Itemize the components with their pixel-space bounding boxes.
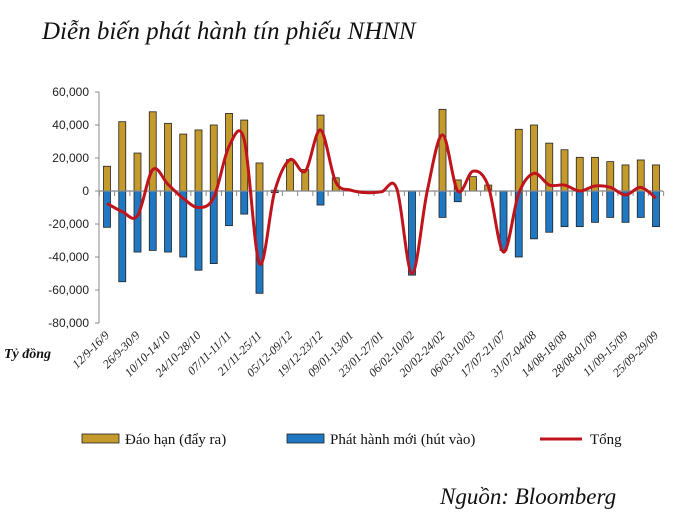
bar-maturity <box>209 124 218 192</box>
bar-new-issuance <box>591 190 599 223</box>
y-tick-label: 20,000 <box>52 151 89 165</box>
y-tick-label: 40,000 <box>52 118 89 132</box>
source-note: Nguồn: Bloomberg <box>440 484 617 509</box>
bar-new-issuance <box>240 190 249 215</box>
bar-maturity <box>133 152 142 192</box>
bar-new-issuance <box>103 190 111 228</box>
bar-new-issuance <box>225 190 233 227</box>
bar-maturity <box>530 124 538 192</box>
y-tick-label: 0 <box>82 184 89 198</box>
bar-maturity <box>255 162 264 192</box>
bar-new-issuance <box>133 190 142 253</box>
legend-label-maturity: Đáo hạn (đẩy ra) <box>125 432 226 448</box>
bar-new-issuance <box>575 190 584 228</box>
y-tick-label: -80,000 <box>48 316 89 330</box>
bar-new-issuance <box>118 190 127 283</box>
bar-maturity <box>194 129 203 192</box>
bar-new-issuance <box>530 190 538 240</box>
y-tick-label: -60,000 <box>48 283 89 297</box>
y-unit-label: Tỷ đồng <box>4 347 51 362</box>
legend-label-total: Tổng <box>590 432 622 448</box>
bar-maturity <box>621 164 630 192</box>
bar-new-issuance <box>606 190 615 218</box>
bar-maturity <box>438 108 447 192</box>
bar-maturity <box>316 114 325 192</box>
bar-new-issuance <box>148 190 157 251</box>
bar-maturity <box>469 176 477 192</box>
bar-maturity <box>286 159 294 192</box>
bar-new-issuance <box>164 190 172 253</box>
bar-maturity <box>652 164 660 192</box>
bar-new-issuance <box>316 190 325 206</box>
legend-swatch-new-issuance <box>286 433 325 444</box>
bar-maturity <box>103 165 111 192</box>
bar-new-issuance <box>194 190 203 271</box>
legend-swatch-maturity <box>81 433 120 444</box>
total-line <box>106 128 657 276</box>
bar-new-issuance <box>499 190 508 251</box>
y-tick-label: -40,000 <box>48 250 89 264</box>
chart-title: Diễn biến phát hành tín phiếu NHNN <box>42 18 416 45</box>
bar-new-issuance <box>545 190 554 233</box>
bar-new-issuance <box>438 190 447 218</box>
legend-label-new-issuance: Phát hành mới (hút vào) <box>330 432 475 448</box>
bar-maturity <box>118 121 127 192</box>
bar-new-issuance <box>560 190 569 228</box>
bar-maturity <box>575 156 584 192</box>
bar-maturity <box>179 133 188 192</box>
y-tick-label: -20,000 <box>48 217 89 231</box>
y-tick-label: 60,000 <box>52 85 89 99</box>
bar-maturity <box>148 111 157 192</box>
bar-new-issuance <box>636 190 645 218</box>
bar-maturity <box>514 128 523 192</box>
